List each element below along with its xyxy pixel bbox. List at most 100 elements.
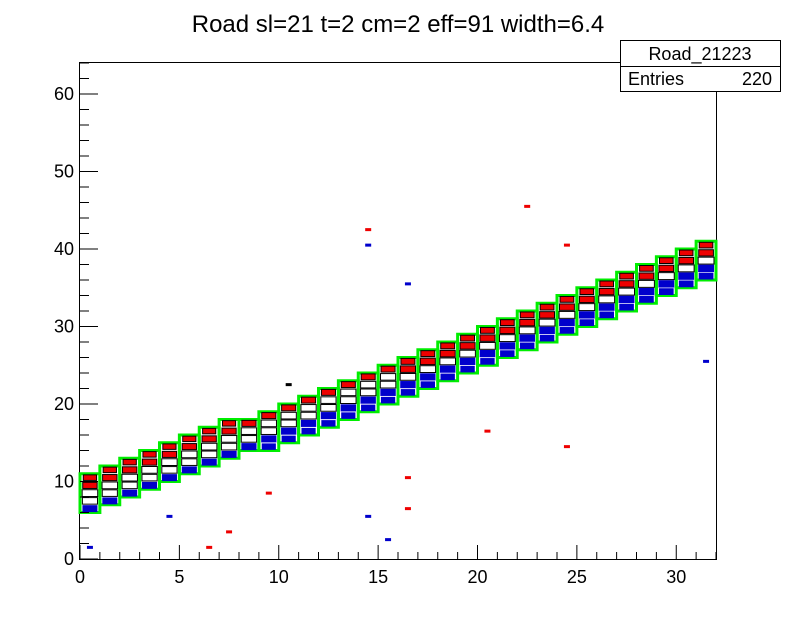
histogram-cell (102, 466, 117, 474)
histogram-cell (379, 380, 397, 389)
histogram-cell (400, 381, 416, 389)
histogram-cell (519, 311, 535, 319)
outlier-cell (385, 538, 392, 542)
histogram-cell (658, 264, 675, 273)
histogram-cell (202, 427, 217, 435)
outlier-cell (404, 507, 411, 511)
histogram-cell (518, 326, 536, 335)
histogram-cell (499, 326, 516, 335)
histogram-cell (677, 264, 695, 273)
histogram-cell (440, 373, 455, 381)
histogram-cell (220, 435, 238, 443)
histogram-cell (638, 272, 655, 280)
histogram-cell (399, 372, 417, 381)
histogram-cell (102, 474, 118, 482)
histogram-cell (240, 435, 258, 443)
histogram-cell (480, 358, 495, 365)
histogram-cell (281, 404, 297, 412)
histogram-cell (479, 334, 496, 342)
histogram-cell (142, 481, 158, 489)
histogram-cell (420, 350, 436, 358)
histogram-cell (241, 419, 257, 427)
histogram-cell (538, 318, 556, 327)
histogram-cell (321, 420, 336, 427)
histogram-cell (618, 287, 635, 296)
histogram-cell (380, 396, 396, 404)
histogram-cell (102, 497, 118, 505)
histogram-cell (579, 288, 595, 296)
histogram-cell (300, 411, 317, 420)
histogram-cell (300, 419, 317, 427)
histogram-cell (122, 458, 137, 466)
histogram-cell (698, 272, 714, 280)
cell-layer (81, 204, 715, 549)
histogram-cell (161, 450, 178, 458)
histogram-cell (539, 303, 555, 311)
histogram-cell (340, 404, 356, 412)
histogram-cell (459, 342, 476, 350)
road-box (694, 239, 718, 282)
histogram-cell (121, 473, 138, 482)
outlier-cell (404, 282, 411, 286)
histogram-cell (598, 303, 615, 311)
histogram-cell (419, 365, 437, 374)
histogram-cell (539, 326, 555, 335)
histogram-cell (360, 396, 376, 404)
road-layer (78, 239, 718, 514)
histogram-cell (360, 380, 377, 389)
histogram-cell (141, 473, 158, 482)
histogram-cell (121, 481, 138, 490)
outlier-cell (404, 476, 411, 480)
histogram-cell (161, 466, 178, 474)
stats-box: Road_21223 Entries 220 (620, 40, 781, 92)
outlier-cell (365, 243, 372, 247)
histogram-cell (379, 373, 397, 381)
stats-entries-value: 220 (742, 69, 772, 89)
y-tick-label: 0 (64, 549, 74, 569)
histogram-cell (519, 334, 535, 342)
histogram-cell (281, 427, 297, 435)
histogram-cell (201, 450, 218, 459)
histogram-cell (141, 466, 158, 474)
histogram-cell (559, 318, 575, 327)
histogram-cell (161, 474, 177, 482)
histogram-cell (598, 295, 616, 304)
histogram-cell (638, 287, 655, 296)
histogram-cell (260, 427, 277, 435)
histogram-cell (439, 365, 456, 373)
outlier-cell (86, 545, 93, 549)
histogram-cell (519, 318, 536, 327)
histogram-cell (101, 489, 118, 497)
histogram-cell (479, 341, 496, 350)
histogram-cell (498, 334, 516, 343)
histogram-cell (300, 396, 317, 404)
histogram-cell (81, 497, 98, 505)
outlier-cell (703, 359, 710, 363)
histogram-cell (639, 264, 654, 272)
x-tick-label: 30 (666, 567, 686, 587)
y-tick-label: 40 (54, 239, 74, 259)
histogram-cell (599, 311, 614, 319)
stats-entries-label: Entries (628, 69, 684, 89)
histogram-cell (181, 450, 198, 459)
histogram-cell (340, 388, 357, 397)
histogram-cell (201, 458, 217, 466)
histogram-cell (82, 505, 98, 513)
y-tick-label: 60 (54, 84, 74, 104)
histogram-cell (658, 288, 674, 296)
histogram-cell (301, 427, 316, 435)
histogram-cell (261, 443, 276, 450)
histogram-cell (500, 350, 515, 357)
histogram-cell (578, 303, 596, 312)
histogram-cell (221, 450, 237, 458)
x-tick-label: 10 (269, 567, 289, 587)
histogram-cell (678, 256, 695, 265)
histogram-cell (399, 365, 416, 373)
histogram-cell (101, 481, 119, 490)
y-tick-label: 10 (54, 472, 74, 492)
histogram-cell (341, 412, 356, 419)
histogram-cell (499, 342, 516, 350)
histogram-cell (261, 412, 277, 420)
axis-layer: 0 5 10 15 20 25 30 0 10 20 30 40 50 60 (54, 62, 717, 587)
